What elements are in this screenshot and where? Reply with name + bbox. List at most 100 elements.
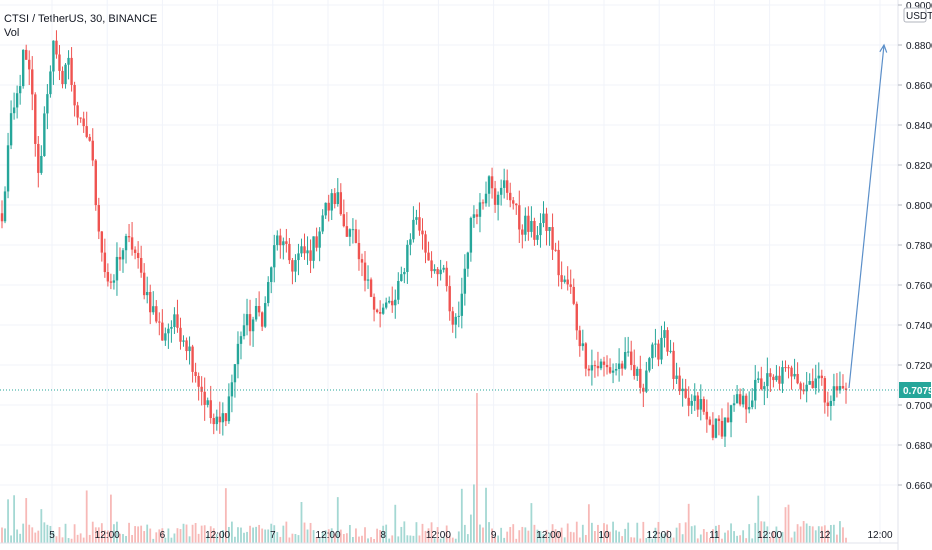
volume-bar — [672, 537, 675, 543]
candle-body — [194, 371, 197, 376]
volume-bar — [258, 524, 261, 543]
volume-bar — [766, 526, 769, 543]
candle-body — [354, 229, 358, 243]
volume-bar — [727, 530, 729, 543]
volume-bar — [742, 530, 745, 543]
candle-body — [230, 382, 234, 397]
candle-body — [424, 234, 427, 253]
volume-bar — [352, 537, 354, 543]
candle-body — [64, 64, 67, 85]
candle-body — [318, 231, 321, 248]
volume-bar — [839, 521, 841, 543]
candle-body — [608, 367, 612, 373]
volume-bar — [512, 524, 515, 543]
candle-body — [524, 215, 527, 235]
candle-body — [433, 269, 436, 272]
candle-body — [378, 312, 382, 314]
candle-body — [28, 59, 31, 70]
candle-body — [729, 405, 733, 423]
volume-bar — [276, 532, 279, 543]
volume-bar — [206, 535, 209, 543]
volume-bar — [675, 527, 678, 543]
volume-bar — [155, 532, 158, 543]
candle-body — [34, 94, 37, 144]
candle-body — [790, 367, 793, 377]
volume-bar — [733, 531, 735, 543]
volume-bar — [660, 533, 663, 543]
candle-body — [415, 217, 418, 220]
time-tick-label: 12:00 — [315, 530, 340, 541]
volume-bar — [690, 526, 693, 543]
candle-body — [499, 187, 503, 195]
time-axis[interactable]: 5 12:00 6 12:00 7 12:00 8 12:00 9 12:00 10 12:00 11 1… — [0, 530, 898, 544]
candle-body — [333, 193, 336, 205]
volume-bar — [394, 504, 397, 543]
volume-indicator-label[interactable]: Vol — [4, 27, 20, 39]
volume-bar — [16, 529, 19, 543]
volume-bar — [826, 529, 829, 543]
volume-bar — [264, 529, 267, 543]
candle-body — [31, 69, 34, 95]
volume-bar — [336, 497, 339, 543]
volume-bar — [708, 537, 711, 543]
volume-bar — [34, 532, 37, 543]
candle-body — [339, 192, 343, 215]
candle-body — [388, 300, 391, 303]
candle-body — [478, 202, 482, 217]
volume-bar — [811, 526, 814, 543]
volume-bar — [842, 527, 844, 543]
volume-bar — [237, 527, 239, 543]
volume-bar — [817, 526, 820, 543]
volume-bar — [527, 530, 530, 543]
volume-bar — [663, 533, 666, 543]
candle-body — [161, 322, 164, 341]
volume-bar — [799, 526, 802, 543]
candle-body — [602, 361, 606, 365]
candle-body — [218, 416, 222, 423]
candle-body — [823, 378, 827, 403]
candle-body — [188, 346, 191, 352]
time-tick-label: 12 — [819, 530, 831, 541]
volume-bar — [176, 528, 179, 543]
candle-body — [829, 400, 833, 406]
volume-bar — [179, 529, 182, 543]
candle-body — [493, 188, 497, 205]
volume-bar — [621, 536, 624, 543]
candle-body — [270, 267, 273, 283]
candle-body — [669, 350, 672, 352]
volume-bar — [633, 537, 636, 543]
candle-body — [61, 70, 64, 85]
volume-bar — [454, 538, 457, 543]
volume-bar — [718, 524, 720, 543]
candle-body — [73, 84, 76, 106]
candle-body — [826, 402, 830, 406]
volume-bar — [524, 527, 527, 543]
overlay — [0, 43, 898, 391]
symbol-title[interactable]: CTSI / TetherUS, 30, BINANCE — [4, 13, 158, 25]
candle-body — [403, 271, 406, 275]
volume-bar — [170, 537, 173, 543]
candle-body — [518, 205, 521, 230]
candle-body — [639, 368, 642, 388]
volume-bar — [427, 528, 430, 543]
volume-bar — [485, 487, 487, 543]
candle-body — [321, 215, 324, 232]
candle-body — [626, 351, 630, 353]
candle-body — [581, 343, 585, 347]
volume-bar — [125, 535, 127, 543]
candle-body — [58, 54, 61, 71]
candle-body — [463, 268, 467, 294]
volume-bar — [158, 529, 161, 543]
candle-body — [215, 416, 218, 425]
candle-body — [744, 395, 748, 410]
volume-bar — [775, 526, 778, 543]
volume-bar — [439, 538, 442, 543]
volume-bar — [367, 538, 369, 543]
candle-body — [303, 246, 306, 254]
volume-bar — [140, 525, 143, 543]
volume-bar — [167, 528, 170, 543]
volume-bar — [315, 536, 318, 543]
volume-bar — [76, 534, 79, 543]
